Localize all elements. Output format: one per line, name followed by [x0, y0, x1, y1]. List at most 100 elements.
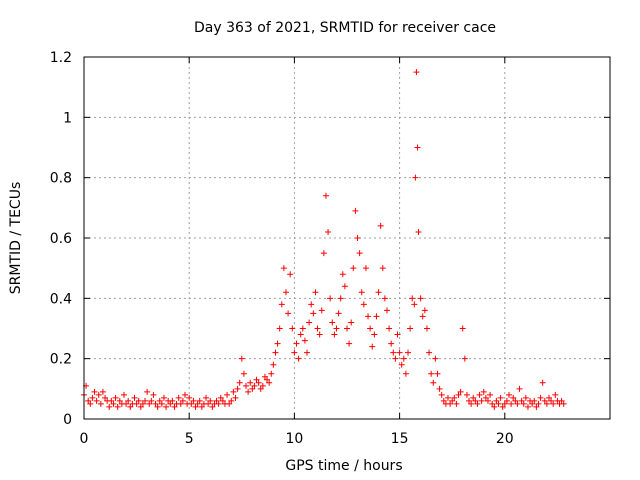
x-axis-label: GPS time / hours — [285, 458, 402, 474]
data-point — [181, 391, 188, 398]
data-point — [194, 400, 201, 407]
data-point — [112, 394, 119, 401]
data-point — [291, 349, 298, 356]
grid — [84, 57, 610, 419]
data-point — [487, 391, 494, 398]
data-point — [409, 295, 416, 302]
data-point — [390, 349, 397, 356]
data-point — [230, 388, 237, 395]
data-point — [447, 400, 454, 407]
data-point — [335, 310, 342, 317]
data-point — [499, 403, 506, 410]
data-point — [354, 235, 361, 241]
data-point — [346, 340, 353, 347]
data-point — [548, 397, 555, 404]
data-point — [497, 394, 504, 401]
data-point — [514, 400, 521, 407]
data-point — [466, 397, 473, 404]
data-point — [196, 397, 203, 404]
data-point — [459, 325, 466, 332]
data-point — [516, 385, 523, 392]
data-point — [512, 397, 519, 404]
data-point — [478, 397, 485, 404]
data-point — [295, 355, 302, 362]
data-point — [120, 391, 127, 398]
data-point — [411, 301, 418, 308]
data-point — [114, 403, 121, 410]
data-point — [428, 370, 435, 377]
data-point — [405, 349, 412, 356]
data-point — [417, 295, 424, 302]
data-point — [365, 313, 372, 320]
data-point — [369, 343, 376, 350]
data-point — [413, 69, 420, 76]
data-point — [508, 400, 515, 407]
data-point — [278, 301, 285, 308]
data-point — [529, 400, 536, 407]
data-point — [85, 397, 92, 404]
data-point — [327, 295, 334, 302]
data-point — [127, 403, 134, 410]
data-point — [501, 400, 508, 407]
data-point — [314, 325, 321, 332]
data-point — [95, 391, 102, 398]
data-point — [160, 394, 167, 401]
data-point — [203, 394, 210, 401]
data-point — [116, 397, 123, 404]
data-point — [240, 370, 247, 377]
data-point — [457, 388, 464, 395]
data-points — [81, 69, 567, 410]
data-point — [510, 394, 517, 401]
data-point — [421, 307, 428, 314]
data-point — [251, 382, 258, 389]
data-point — [430, 379, 437, 386]
data-point — [312, 289, 319, 296]
data-point — [144, 388, 151, 395]
data-point — [280, 265, 287, 272]
data-point — [337, 295, 344, 302]
data-point — [169, 397, 176, 404]
data-point — [249, 385, 256, 392]
data-point — [331, 331, 338, 338]
data-point — [468, 400, 475, 407]
data-point — [316, 331, 323, 338]
data-point — [506, 391, 513, 398]
data-point — [381, 295, 388, 302]
data-point — [560, 400, 567, 407]
data-point — [493, 397, 500, 404]
y-tick-label: 0.8 — [50, 171, 72, 187]
x-tick-label: 15 — [391, 431, 409, 447]
data-point — [461, 355, 468, 362]
data-point — [541, 397, 548, 404]
data-point — [533, 403, 540, 410]
data-point — [352, 207, 359, 214]
data-point — [175, 394, 182, 401]
data-point — [503, 397, 510, 404]
data-point — [451, 394, 458, 401]
data-point — [131, 394, 138, 401]
data-point — [520, 400, 527, 407]
data-point — [373, 313, 380, 320]
y-tick-label: 1 — [63, 110, 72, 126]
y-tick-label: 0.2 — [50, 352, 72, 368]
data-point — [272, 349, 279, 356]
data-point — [146, 400, 153, 407]
data-point — [539, 379, 546, 386]
x-tick-label: 10 — [285, 431, 303, 447]
data-point — [415, 228, 422, 235]
data-point — [412, 174, 419, 181]
x-tick-label: 5 — [185, 431, 194, 447]
data-point — [93, 397, 100, 404]
data-point — [110, 400, 117, 407]
data-point — [426, 349, 433, 356]
data-point — [402, 370, 409, 377]
data-point — [470, 394, 477, 401]
data-point — [91, 388, 98, 395]
data-point — [524, 403, 531, 410]
data-point — [348, 319, 355, 326]
data-point — [139, 400, 146, 407]
data-point — [310, 310, 317, 317]
data-point — [205, 400, 212, 407]
data-point — [154, 403, 161, 410]
